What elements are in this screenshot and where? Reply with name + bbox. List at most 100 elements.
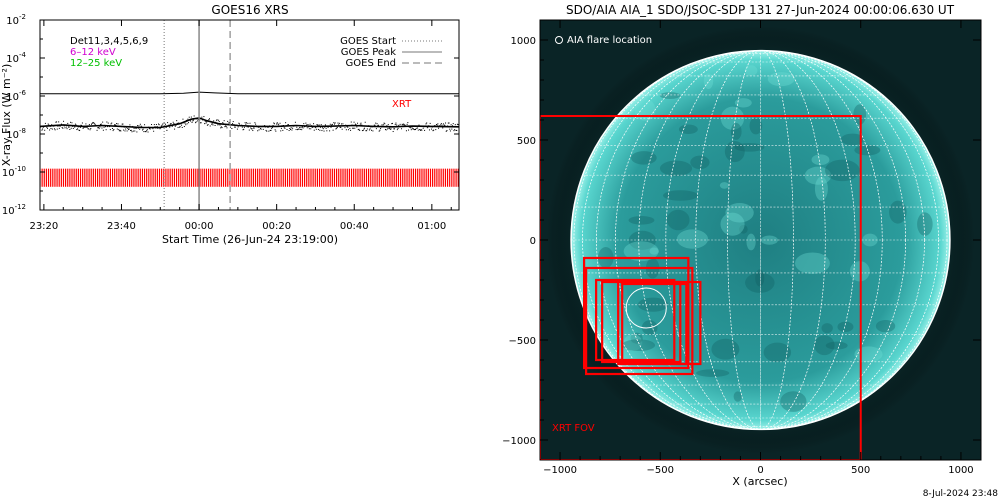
goes-noise-point [241,126,243,128]
goes-noise-point [231,128,233,130]
goes-noise-point [219,124,221,126]
goes-noise-point [123,129,125,131]
goes-noise-point [51,124,53,126]
goes-noise-point [147,131,149,133]
goes-noise-point [88,124,90,126]
goes-noise-point [350,129,352,131]
longitude-line [638,50,883,430]
goes-noise-point [167,125,169,127]
goes-noise-point [119,129,121,131]
goes-noise-point [171,125,173,127]
goes-noise-point [417,129,419,131]
goes-noise-point [82,127,84,129]
goes-noise-point [452,125,454,127]
disk-texture-patch [730,123,742,140]
goes-noise-point [141,126,143,128]
goes-noise-point [70,121,72,123]
goes-noise-point [67,122,69,124]
goes-noise-point [339,126,341,128]
goes-noise-point [65,124,67,126]
goes-noise-point [429,122,431,124]
xrt-pointing-box [595,278,676,362]
goes-noise-point [413,128,415,130]
disk-texture-patch [724,140,745,163]
goes-noise-point [58,121,60,123]
goes-noise-point [350,121,352,123]
goes-noise-point [306,124,308,126]
goes-noise-point [278,124,280,126]
goes-noise-point [379,129,381,131]
goes-noise-point [444,124,446,126]
goes-noise-point [340,126,342,128]
goes-noise-point [314,126,316,128]
goes-noise-point [359,123,361,125]
goes-noise-point [230,124,232,126]
goes-noise-point [391,122,393,124]
goes-noise-point [307,124,309,126]
goes-noise-point [285,125,287,127]
goes-noise-point [70,127,72,129]
goes-noise-point [433,125,435,127]
goes-noise-point [69,128,71,130]
goes-noise-point [265,129,267,131]
goes-noise-point [148,126,150,128]
goes-plot-area [40,20,459,210]
goes-noise-point [452,123,454,125]
goes-noise-point [259,128,261,130]
goes-noise-point [443,124,445,126]
goes-noise-point [90,128,92,130]
goes-noise-point [210,121,212,123]
goes-noise-point [163,122,165,124]
goes-noise-point [152,128,154,130]
xrt-fov-boxes [540,115,862,460]
goes-noise-point [207,124,209,126]
goes-noise-point [447,125,449,127]
flare-legend-label: AIA flare location [567,35,652,46]
goes-noise-point [259,126,261,128]
disk-texture-patch [804,166,832,185]
goes-noise-point [173,123,175,125]
goes-noise-point [60,124,62,126]
xrt-label: XRT [392,99,412,110]
goes-noise-point [298,128,300,130]
goes-noise-point [237,126,239,128]
goes-noise-point [387,124,389,126]
goes-noise-point [250,127,252,129]
xrt-fov-box [540,115,862,460]
disk-texture-patch [719,182,729,189]
goes-noise-point [305,122,307,124]
goes-noise-point [425,123,427,125]
goes-noise-point [354,127,356,129]
goes-noise-point [220,127,222,129]
goes-noise-point [227,123,229,125]
goes-noise-point [349,127,351,129]
goes-noise-point [262,128,264,130]
goes-noise-point [334,122,336,124]
goes-noise-point [83,126,85,128]
disk-texture-patch [811,154,830,166]
goes-noise-point [396,124,398,126]
goes-noise-point [343,125,345,127]
goes-noise-point [238,122,240,124]
goes-noise-point [102,129,104,131]
disk-texture-patch [794,252,830,275]
goes-noise-point [369,128,371,130]
goes-noise-point [360,122,362,124]
goes-noise-point [243,126,245,128]
goes-noise-point [342,123,344,125]
goes-noise-point [148,128,150,130]
goes-noise-point [437,123,439,125]
goes-noise-point [289,128,291,130]
disk-texture-patch [889,200,907,224]
goes-noise-point [364,121,366,123]
goes-noise-point [46,126,48,128]
goes-noise-point [408,129,410,131]
goes-noise-point [166,129,168,131]
goes-noise-point [311,126,313,128]
goes-noise-point [165,126,167,128]
goes-noise-point [341,128,343,130]
goes-noise-point [442,127,444,129]
goes-noise-point [283,127,285,129]
goes-noise-point [100,124,102,126]
goes-noise-point [156,125,158,127]
